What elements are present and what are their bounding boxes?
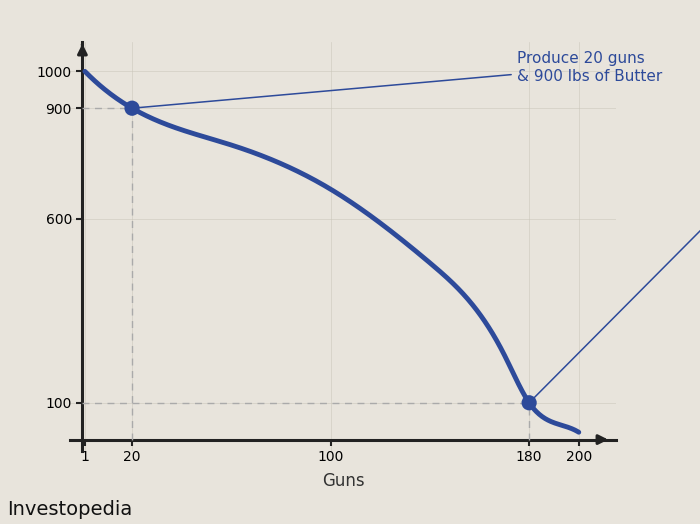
Point [524, 399, 535, 407]
Text: Produce 20 guns
& 900 lbs of Butter: Produce 20 guns & 900 lbs of Butter [135, 51, 662, 108]
X-axis label: Guns: Guns [322, 472, 364, 490]
Point [127, 104, 138, 112]
Text: Investopedia: Investopedia [7, 500, 132, 519]
Text: Produce 180 g
& 100 lbs of Bu: Produce 180 g & 100 lbs of Bu [531, 21, 700, 401]
